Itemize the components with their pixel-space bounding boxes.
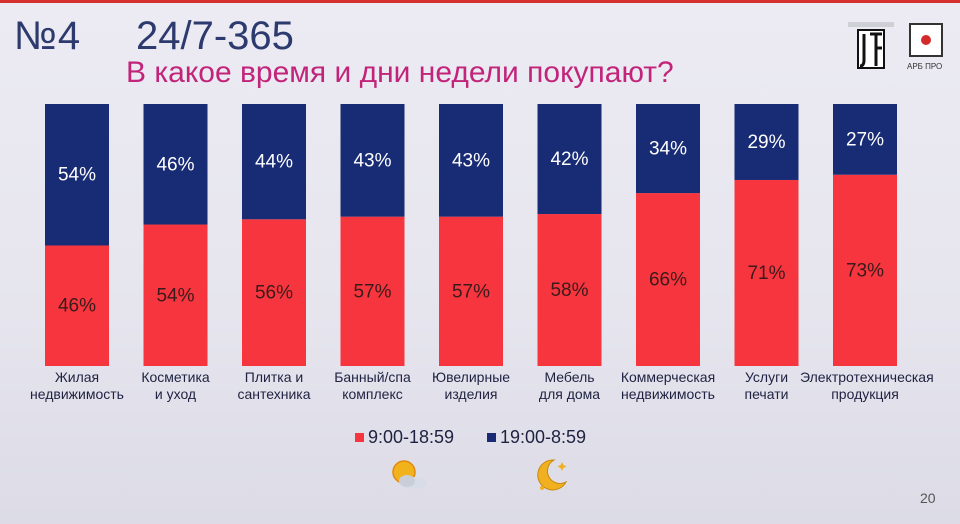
- category-label-line: Коммерческая: [620, 369, 716, 385]
- data-label-day-4: 57%: [452, 281, 490, 302]
- arb-pro-logo-icon: [909, 23, 943, 57]
- data-label-day-2: 56%: [255, 283, 293, 304]
- legend-swatch-day: [355, 433, 364, 442]
- category-label-line: Плитка и: [244, 369, 304, 385]
- data-label-day-7: 71%: [747, 263, 785, 284]
- bar-group-2: 44% 56%: [242, 104, 306, 366]
- bar-night-8: [833, 104, 897, 175]
- data-label-night-4: 43%: [452, 150, 490, 171]
- bar-night-4: [439, 104, 503, 217]
- data-label-night-5: 42%: [550, 149, 588, 170]
- bar-day-3: [340, 216, 405, 366]
- bar-group-8: 27% 73%: [833, 104, 897, 366]
- moon-stars-icon: [537, 459, 568, 491]
- legend-label-day: 9:00-18:59: [368, 427, 455, 447]
- bar-group-6: 34% 66%: [636, 104, 700, 366]
- bar-day-6: [636, 193, 700, 366]
- data-label-night-3: 43%: [353, 150, 391, 171]
- bar-day-1: [143, 224, 208, 366]
- data-label-night-8: 27%: [846, 129, 884, 150]
- category-label-2: Плитка и сантехника: [209, 369, 339, 403]
- category-label-6: Коммерческая недвижимость: [603, 369, 733, 403]
- category-label-7: Услуги печати: [702, 369, 832, 403]
- category-label-5: Мебель для дома: [505, 369, 635, 403]
- category-label-line: Мебель: [544, 369, 595, 385]
- bar-day-7: [734, 179, 799, 366]
- data-label-night-2: 44%: [255, 152, 293, 173]
- legend-swatch-night: [487, 433, 496, 442]
- category-label-3: Банный/спа комплекс: [308, 369, 438, 403]
- bar-night-0: [45, 104, 109, 246]
- category-label-line: сантехника: [237, 386, 311, 402]
- category-label-line: комплекс: [342, 386, 403, 402]
- bar-night-1: [143, 104, 208, 225]
- category-label-line: продукция: [831, 386, 899, 402]
- category-label-line: Ювелирные: [431, 369, 511, 385]
- legend-item-night: 19:00-8:59: [487, 427, 586, 448]
- category-label-8: Электротехническая продукция: [800, 369, 934, 403]
- bar-day-0: [45, 245, 109, 366]
- category-label-line: недвижимость: [621, 386, 715, 402]
- top-accent-line: [0, 0, 960, 3]
- category-label-line: изделия: [444, 386, 498, 402]
- jf-logo-icon: [848, 22, 894, 69]
- category-label-line: Электротехническая: [800, 369, 934, 385]
- bar-night-6: [636, 104, 700, 194]
- bar-group-5: 42% 58%: [537, 104, 602, 366]
- arb-pro-logo-text: АРБ ПРО: [907, 62, 943, 71]
- bar-group-4: 43% 57%: [439, 104, 503, 366]
- category-label-line: печати: [744, 386, 789, 402]
- sun-cloud-icon: [392, 460, 427, 489]
- slide-number: №4: [14, 14, 82, 58]
- page-number: 20: [920, 490, 936, 506]
- data-label-day-5: 58%: [550, 280, 588, 301]
- category-label-line: Банный/спа: [334, 369, 411, 385]
- category-label-line: Жилая: [54, 369, 100, 385]
- data-label-night-1: 46%: [156, 154, 194, 175]
- data-label-night-0: 54%: [58, 165, 96, 186]
- bar-day-4: [439, 216, 503, 366]
- bar-group-3: 43% 57%: [340, 104, 405, 366]
- bar-day-8: [833, 174, 897, 366]
- bar-group-1: 46% 54%: [143, 104, 208, 366]
- chart-title: В какое время и дни недели покупают?: [126, 56, 674, 89]
- bar-night-2: [242, 104, 306, 220]
- category-label-line: Услуги: [744, 369, 789, 385]
- data-label-night-7: 29%: [747, 132, 785, 153]
- bar-night-7: [734, 104, 799, 180]
- bar-night-3: [340, 104, 405, 217]
- category-label-0: Жилая недвижимость: [12, 369, 142, 403]
- bar-day-5: [537, 214, 602, 366]
- bar-night-5: [537, 104, 602, 215]
- category-label-line: и уход: [154, 386, 197, 402]
- category-label-4: Ювелирные изделия: [406, 369, 536, 403]
- data-label-day-3: 57%: [353, 281, 391, 302]
- category-label-line: недвижимость: [30, 386, 124, 402]
- bar-group-7: 29% 71%: [734, 104, 799, 366]
- legend-item-day: 9:00-18:59: [355, 427, 454, 448]
- data-label-day-8: 73%: [846, 260, 884, 281]
- bar-group-0: 54% 46%: [45, 104, 109, 366]
- slide-subtitle: 24/7-365: [136, 14, 294, 58]
- category-label-line: для дома: [538, 386, 601, 402]
- data-label-night-6: 34%: [649, 139, 687, 160]
- data-label-day-0: 46%: [58, 296, 96, 317]
- category-label-1: Косметика и уход: [111, 369, 241, 403]
- category-label-line: Косметика: [141, 369, 210, 385]
- legend-label-night: 19:00-8:59: [500, 427, 587, 447]
- bar-day-2: [242, 219, 306, 366]
- data-label-day-6: 66%: [649, 270, 687, 291]
- data-label-day-1: 54%: [156, 285, 194, 306]
